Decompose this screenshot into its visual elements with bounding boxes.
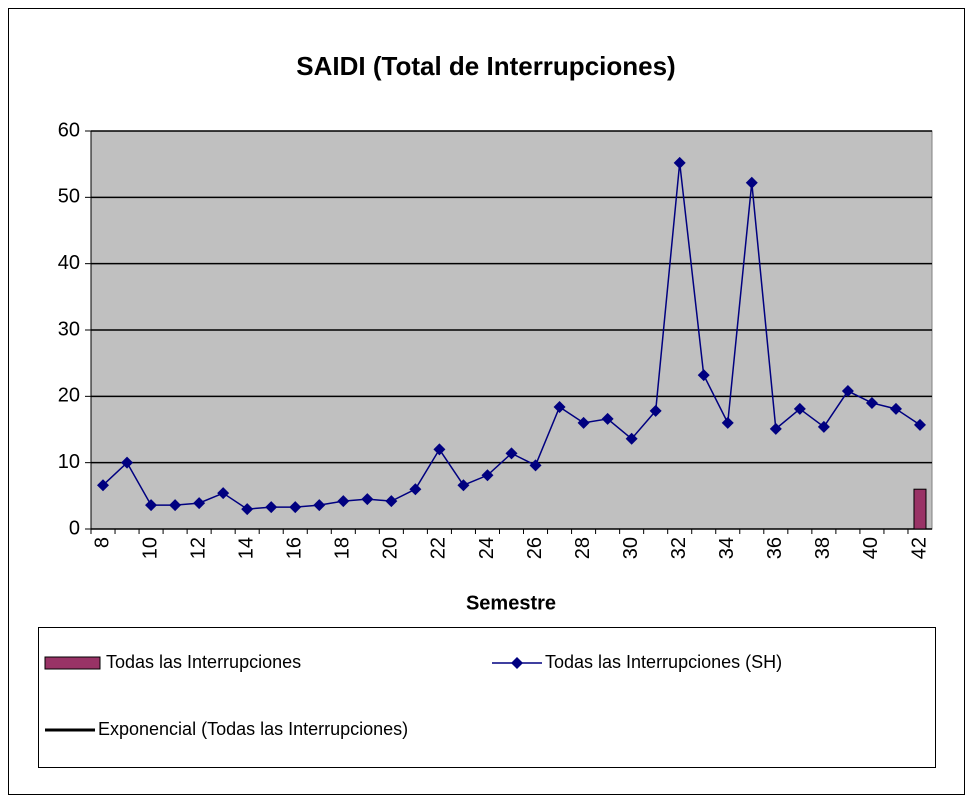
legend-label: Todas las Interrupciones (SH) — [545, 652, 782, 672]
marker — [433, 443, 446, 456]
x-tick-label: 26 — [524, 537, 546, 559]
marker — [169, 499, 182, 512]
y-tick-label: 40 — [58, 252, 80, 274]
marker — [145, 499, 158, 512]
marker — [769, 422, 782, 435]
marker — [265, 501, 278, 514]
marker — [697, 369, 710, 382]
marker — [673, 156, 686, 169]
marker — [409, 483, 422, 496]
x-tick-label: 36 — [764, 537, 786, 559]
marker — [649, 404, 662, 417]
x-tick-label: 24 — [476, 537, 498, 559]
marker — [505, 447, 518, 460]
marker — [745, 176, 758, 189]
x-tick-label: 22 — [428, 537, 450, 559]
marker — [385, 495, 398, 508]
y-tick-label: 50 — [58, 186, 80, 208]
x-tick-label: 32 — [668, 537, 690, 559]
chart-title: SAIDI (Total de Interrupciones) — [296, 51, 675, 81]
x-tick-label: 12 — [187, 537, 209, 559]
marker — [793, 402, 806, 415]
marker — [241, 503, 254, 516]
marker — [193, 497, 206, 510]
y-tick-label: 0 — [69, 517, 80, 539]
x-tick-label: 16 — [284, 537, 306, 559]
marker — [313, 499, 326, 512]
marker — [601, 412, 614, 425]
legend-swatch — [44, 656, 101, 670]
x-axis-title: Semestre — [466, 592, 556, 614]
marker — [721, 416, 734, 429]
marker — [289, 501, 302, 514]
marker — [457, 479, 470, 492]
bar — [913, 488, 927, 530]
marker — [217, 487, 230, 500]
marker — [97, 479, 110, 492]
legend-label: Todas las Interrupciones — [106, 652, 301, 672]
marker — [577, 416, 590, 429]
x-tick-label: 30 — [620, 537, 642, 559]
marker — [913, 418, 926, 431]
marker — [121, 456, 134, 469]
x-tick-label: 10 — [139, 537, 161, 559]
marker — [865, 396, 878, 409]
marker — [481, 469, 494, 482]
marker — [889, 402, 902, 415]
x-tick-label: 28 — [572, 537, 594, 559]
marker — [625, 432, 638, 445]
marker — [361, 493, 374, 506]
x-tick-label: 40 — [860, 537, 882, 559]
marker — [337, 495, 350, 508]
x-tick-label: 14 — [235, 537, 257, 559]
y-tick-label: 20 — [58, 385, 80, 407]
marker — [529, 459, 542, 472]
x-tick-label: 42 — [908, 537, 930, 559]
legend — [38, 627, 936, 768]
y-tick-label: 30 — [58, 318, 80, 340]
x-tick-label: 20 — [380, 537, 402, 559]
marker — [817, 420, 830, 433]
x-tick-label: 18 — [332, 537, 354, 559]
x-tick-label: 38 — [812, 537, 834, 559]
legend-label: Exponencial (Todas las Interrupciones) — [98, 719, 408, 739]
y-tick-label: 10 — [58, 451, 80, 473]
marker — [553, 400, 566, 413]
marker — [841, 385, 854, 398]
x-tick-label: 8 — [91, 537, 113, 548]
x-tick-label: 34 — [716, 537, 738, 559]
y-tick-label: 60 — [58, 119, 80, 141]
legend-marker — [511, 657, 523, 669]
